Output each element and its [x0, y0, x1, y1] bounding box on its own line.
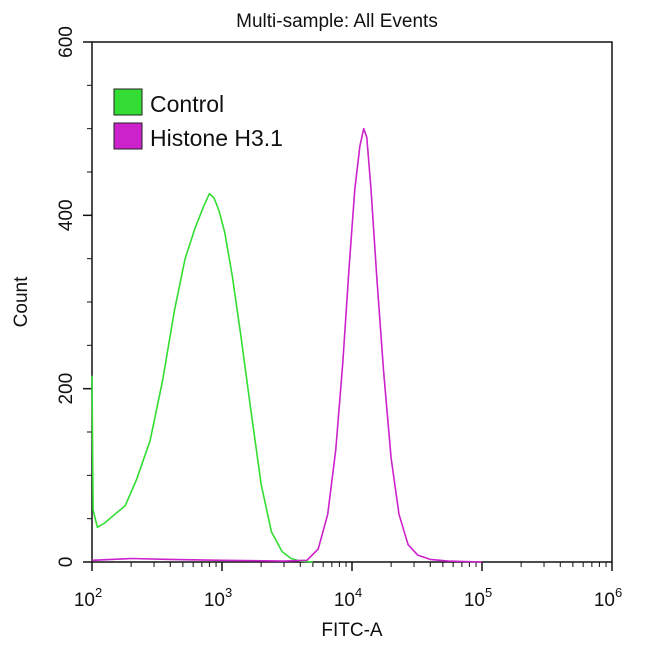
x-tick-label: 102 — [74, 585, 102, 611]
legend-swatch-histone — [113, 122, 143, 150]
x-tick-label: 104 — [334, 585, 362, 611]
y-axis-label: Count — [11, 276, 32, 327]
legend-label-histone: Histone H3.1 — [150, 125, 283, 151]
plot-frame — [91, 41, 613, 563]
series-layer — [91, 127, 483, 563]
series-line-control — [91, 192, 313, 563]
legend-label-control: Control — [150, 91, 224, 117]
y-tick-label: 0 — [56, 557, 77, 568]
series-line-histone-h3-1 — [91, 127, 483, 563]
legend: Control Histone H3.1 — [113, 88, 283, 151]
x-tick-label: 105 — [464, 585, 492, 611]
x-tick-label: 103 — [204, 585, 232, 611]
y-tick-label: 200 — [56, 373, 77, 405]
y-tick-label: 400 — [56, 199, 77, 231]
x-axis-ticks: 102 103 104 105 106 — [74, 562, 622, 611]
x-axis-label: FITC-A — [321, 620, 383, 641]
chart-title: Multi-sample: All Events — [236, 11, 438, 32]
legend-swatch-control — [113, 88, 143, 116]
x-tick-label: 106 — [594, 585, 622, 611]
y-tick-label: 600 — [56, 26, 77, 58]
y-axis-ticks: 0 200 400 600 — [56, 26, 92, 567]
